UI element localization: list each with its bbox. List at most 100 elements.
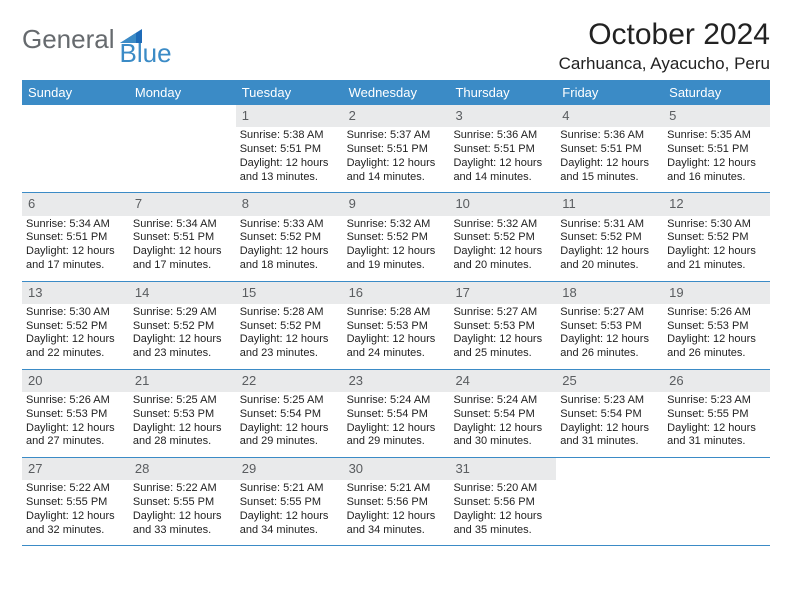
day-body: Sunrise: 5:26 AMSunset: 5:53 PMDaylight:… bbox=[22, 392, 129, 457]
sunrise-text: Sunrise: 5:27 AM bbox=[453, 306, 552, 320]
sunset-text: Sunset: 5:51 PM bbox=[26, 231, 125, 245]
day-number: 8 bbox=[236, 193, 343, 215]
week-row: 27Sunrise: 5:22 AMSunset: 5:55 PMDayligh… bbox=[22, 458, 770, 546]
sunset-text: Sunset: 5:51 PM bbox=[453, 143, 552, 157]
daylight-text: Daylight: 12 hours and 33 minutes. bbox=[133, 510, 232, 538]
day-cell: 22Sunrise: 5:25 AMSunset: 5:54 PMDayligh… bbox=[236, 370, 343, 457]
sunrise-text: Sunrise: 5:31 AM bbox=[560, 218, 659, 232]
daylight-text: Daylight: 12 hours and 14 minutes. bbox=[347, 157, 446, 185]
sunset-text: Sunset: 5:52 PM bbox=[667, 231, 766, 245]
day-body: Sunrise: 5:28 AMSunset: 5:53 PMDaylight:… bbox=[343, 304, 450, 369]
week-row: 20Sunrise: 5:26 AMSunset: 5:53 PMDayligh… bbox=[22, 370, 770, 458]
day-number: 28 bbox=[129, 458, 236, 480]
day-cell bbox=[663, 458, 770, 545]
day-body: Sunrise: 5:24 AMSunset: 5:54 PMDaylight:… bbox=[343, 392, 450, 457]
sunrise-text: Sunrise: 5:28 AM bbox=[347, 306, 446, 320]
sunrise-text: Sunrise: 5:21 AM bbox=[240, 482, 339, 496]
day-number: 20 bbox=[22, 370, 129, 392]
day-body bbox=[556, 464, 663, 524]
day-number: 7 bbox=[129, 193, 236, 215]
day-cell: 5Sunrise: 5:35 AMSunset: 5:51 PMDaylight… bbox=[663, 105, 770, 192]
calendar: Sunday Monday Tuesday Wednesday Thursday… bbox=[22, 80, 770, 546]
day-number: 9 bbox=[343, 193, 450, 215]
day-body bbox=[22, 111, 129, 171]
day-cell: 12Sunrise: 5:30 AMSunset: 5:52 PMDayligh… bbox=[663, 193, 770, 280]
week-row: 6Sunrise: 5:34 AMSunset: 5:51 PMDaylight… bbox=[22, 193, 770, 281]
sunset-text: Sunset: 5:52 PM bbox=[453, 231, 552, 245]
daylight-text: Daylight: 12 hours and 23 minutes. bbox=[133, 333, 232, 361]
day-body: Sunrise: 5:30 AMSunset: 5:52 PMDaylight:… bbox=[22, 304, 129, 369]
sunrise-text: Sunrise: 5:24 AM bbox=[453, 394, 552, 408]
day-cell: 3Sunrise: 5:36 AMSunset: 5:51 PMDaylight… bbox=[449, 105, 556, 192]
day-body: Sunrise: 5:36 AMSunset: 5:51 PMDaylight:… bbox=[449, 127, 556, 192]
logo-text-blue: Blue bbox=[120, 38, 172, 69]
sunrise-text: Sunrise: 5:38 AM bbox=[240, 129, 339, 143]
day-number: 10 bbox=[449, 193, 556, 215]
day-cell: 13Sunrise: 5:30 AMSunset: 5:52 PMDayligh… bbox=[22, 282, 129, 369]
sunset-text: Sunset: 5:53 PM bbox=[133, 408, 232, 422]
sunset-text: Sunset: 5:51 PM bbox=[667, 143, 766, 157]
logo: General Blue bbox=[22, 24, 176, 55]
sunset-text: Sunset: 5:56 PM bbox=[347, 496, 446, 510]
day-cell: 27Sunrise: 5:22 AMSunset: 5:55 PMDayligh… bbox=[22, 458, 129, 545]
day-body: Sunrise: 5:23 AMSunset: 5:55 PMDaylight:… bbox=[663, 392, 770, 457]
daylight-text: Daylight: 12 hours and 31 minutes. bbox=[560, 422, 659, 450]
day-number: 4 bbox=[556, 105, 663, 127]
sunrise-text: Sunrise: 5:35 AM bbox=[667, 129, 766, 143]
sunrise-text: Sunrise: 5:24 AM bbox=[347, 394, 446, 408]
day-number: 23 bbox=[343, 370, 450, 392]
day-number: 14 bbox=[129, 282, 236, 304]
daylight-text: Daylight: 12 hours and 18 minutes. bbox=[240, 245, 339, 273]
sunrise-text: Sunrise: 5:25 AM bbox=[240, 394, 339, 408]
day-number: 19 bbox=[663, 282, 770, 304]
sunset-text: Sunset: 5:54 PM bbox=[347, 408, 446, 422]
dow-sunday: Sunday bbox=[22, 80, 129, 105]
day-body: Sunrise: 5:22 AMSunset: 5:55 PMDaylight:… bbox=[22, 480, 129, 545]
sunset-text: Sunset: 5:51 PM bbox=[347, 143, 446, 157]
sunset-text: Sunset: 5:52 PM bbox=[560, 231, 659, 245]
day-cell: 14Sunrise: 5:29 AMSunset: 5:52 PMDayligh… bbox=[129, 282, 236, 369]
day-of-week-header: Sunday Monday Tuesday Wednesday Thursday… bbox=[22, 80, 770, 105]
day-cell: 29Sunrise: 5:21 AMSunset: 5:55 PMDayligh… bbox=[236, 458, 343, 545]
dow-thursday: Thursday bbox=[449, 80, 556, 105]
sunrise-text: Sunrise: 5:28 AM bbox=[240, 306, 339, 320]
day-body: Sunrise: 5:37 AMSunset: 5:51 PMDaylight:… bbox=[343, 127, 450, 192]
sunset-text: Sunset: 5:52 PM bbox=[347, 231, 446, 245]
daylight-text: Daylight: 12 hours and 23 minutes. bbox=[240, 333, 339, 361]
sunset-text: Sunset: 5:52 PM bbox=[133, 320, 232, 334]
sunset-text: Sunset: 5:55 PM bbox=[240, 496, 339, 510]
daylight-text: Daylight: 12 hours and 31 minutes. bbox=[667, 422, 766, 450]
daylight-text: Daylight: 12 hours and 32 minutes. bbox=[26, 510, 125, 538]
daylight-text: Daylight: 12 hours and 24 minutes. bbox=[347, 333, 446, 361]
daylight-text: Daylight: 12 hours and 20 minutes. bbox=[453, 245, 552, 273]
sunrise-text: Sunrise: 5:37 AM bbox=[347, 129, 446, 143]
day-number: 6 bbox=[22, 193, 129, 215]
daylight-text: Daylight: 12 hours and 29 minutes. bbox=[240, 422, 339, 450]
daylight-text: Daylight: 12 hours and 34 minutes. bbox=[240, 510, 339, 538]
day-body: Sunrise: 5:21 AMSunset: 5:56 PMDaylight:… bbox=[343, 480, 450, 545]
day-body: Sunrise: 5:36 AMSunset: 5:51 PMDaylight:… bbox=[556, 127, 663, 192]
sunrise-text: Sunrise: 5:30 AM bbox=[26, 306, 125, 320]
dow-saturday: Saturday bbox=[663, 80, 770, 105]
day-cell: 6Sunrise: 5:34 AMSunset: 5:51 PMDaylight… bbox=[22, 193, 129, 280]
sunset-text: Sunset: 5:51 PM bbox=[240, 143, 339, 157]
header: General Blue October 2024 Carhuanca, Aya… bbox=[22, 18, 770, 74]
sunset-text: Sunset: 5:52 PM bbox=[240, 320, 339, 334]
day-number: 21 bbox=[129, 370, 236, 392]
day-cell: 19Sunrise: 5:26 AMSunset: 5:53 PMDayligh… bbox=[663, 282, 770, 369]
daylight-text: Daylight: 12 hours and 34 minutes. bbox=[347, 510, 446, 538]
sunset-text: Sunset: 5:53 PM bbox=[453, 320, 552, 334]
day-number: 30 bbox=[343, 458, 450, 480]
sunrise-text: Sunrise: 5:26 AM bbox=[667, 306, 766, 320]
week-row: 13Sunrise: 5:30 AMSunset: 5:52 PMDayligh… bbox=[22, 282, 770, 370]
sunrise-text: Sunrise: 5:22 AM bbox=[26, 482, 125, 496]
day-body: Sunrise: 5:34 AMSunset: 5:51 PMDaylight:… bbox=[22, 216, 129, 281]
daylight-text: Daylight: 12 hours and 16 minutes. bbox=[667, 157, 766, 185]
day-cell: 30Sunrise: 5:21 AMSunset: 5:56 PMDayligh… bbox=[343, 458, 450, 545]
day-cell: 21Sunrise: 5:25 AMSunset: 5:53 PMDayligh… bbox=[129, 370, 236, 457]
weeks-container: 1Sunrise: 5:38 AMSunset: 5:51 PMDaylight… bbox=[22, 105, 770, 546]
day-cell bbox=[556, 458, 663, 545]
day-number: 15 bbox=[236, 282, 343, 304]
month-title: October 2024 bbox=[559, 18, 770, 52]
daylight-text: Daylight: 12 hours and 17 minutes. bbox=[26, 245, 125, 273]
